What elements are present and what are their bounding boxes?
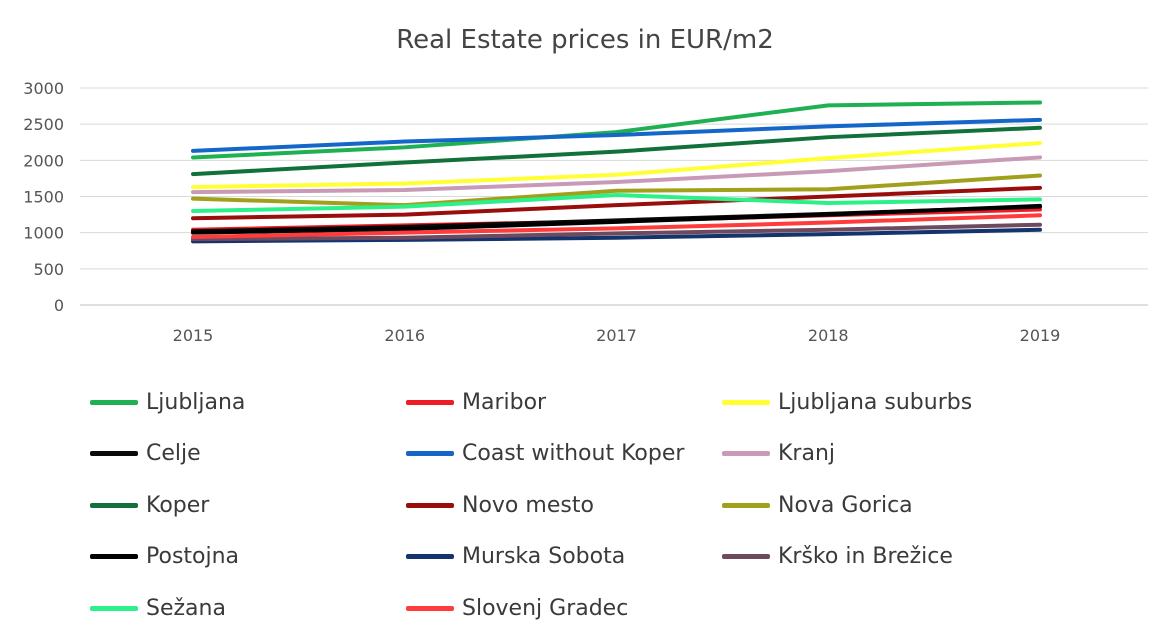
legend-item: Maribor (406, 387, 546, 417)
legend-swatch (90, 399, 138, 405)
series-line-postojna (191, 203, 1042, 235)
legend-item: Coast without Koper (406, 439, 684, 469)
series-line-koper (191, 125, 1042, 177)
series-line-ljubljana (191, 100, 1042, 160)
legend-item: Novo mesto (406, 490, 594, 520)
legend-label: Murska Sobota (462, 544, 626, 569)
legend-label: Ljubljana (146, 389, 246, 415)
series-line-slovenj-gradec (191, 213, 1042, 240)
x-tick-label: 2018 (808, 326, 849, 345)
legend-item: Kranj (722, 439, 835, 469)
legend-swatch (90, 605, 138, 611)
legend-swatch (406, 451, 454, 456)
legend-label: Sežana (146, 595, 226, 621)
legend-swatch (406, 399, 454, 405)
legend-item: Postojna (90, 542, 239, 572)
legend-swatch (722, 451, 770, 456)
series-line-coast-without-koper (191, 117, 1042, 153)
legend-label: Koper (146, 492, 210, 518)
y-tick-label: 1500 (23, 188, 64, 207)
legend-label: Coast without Koper (462, 441, 685, 466)
legend-item: Ljubljana suburbs (722, 387, 972, 417)
legend-label: Krško in Brežice (778, 544, 953, 569)
x-tick-label: 2016 (384, 326, 425, 345)
legend-label: Ljubljana suburbs (778, 389, 973, 415)
series-line-nova-gorica (191, 173, 1042, 208)
legend-label: Postojna (146, 544, 240, 569)
series-line-ljubljana-suburbs (191, 140, 1042, 190)
legend-label: Nova Gorica (778, 492, 913, 518)
series-line-novo-mesto (191, 185, 1042, 221)
series-line-se-ana (191, 193, 1042, 213)
legend-label: Novo mesto (462, 492, 594, 518)
legend-swatch (406, 554, 454, 559)
legend-label: Maribor (462, 389, 547, 415)
legend-item: Sežana (90, 593, 226, 623)
legend-swatch (90, 554, 138, 559)
legend-item: Krško in Brežice (722, 542, 953, 572)
legend-swatch (722, 554, 770, 559)
legend-item: Slovenj Gradec (406, 593, 628, 623)
legend-item: Murska Sobota (406, 542, 625, 572)
y-tick-label: 3000 (23, 79, 64, 98)
legend-swatch (406, 605, 454, 611)
legend-swatch (406, 502, 454, 508)
legend-label: Kranj (778, 441, 836, 466)
legend-swatch (722, 399, 770, 405)
legend-item: Celje (90, 439, 201, 469)
x-tick-label: 2017 (596, 326, 637, 345)
y-tick-label: 2000 (23, 151, 64, 170)
legend-label: Celje (146, 441, 201, 466)
legend-swatch (90, 502, 138, 508)
legend-swatch (90, 451, 138, 456)
legend-label: Slovenj Gradec (462, 595, 629, 621)
series-line-kranj (191, 155, 1042, 195)
series-line-kr-ko-in-bre-ice (191, 222, 1042, 242)
chart-title: Real Estate prices in EUR/m2 (396, 25, 774, 55)
legend-swatch (722, 502, 770, 508)
x-tick-label: 2015 (173, 326, 214, 345)
legend-item: Koper (90, 490, 209, 520)
y-tick-label: 1000 (23, 224, 64, 243)
legend-item: Ljubljana (90, 387, 245, 417)
y-tick-label: 2500 (23, 115, 64, 134)
x-tick-label: 2019 (1020, 326, 1061, 345)
y-tick-label: 500 (33, 260, 64, 279)
y-tick-label: 0 (54, 296, 64, 315)
series-line-murska-sobota (191, 227, 1042, 244)
legend-item: Nova Gorica (722, 490, 913, 520)
